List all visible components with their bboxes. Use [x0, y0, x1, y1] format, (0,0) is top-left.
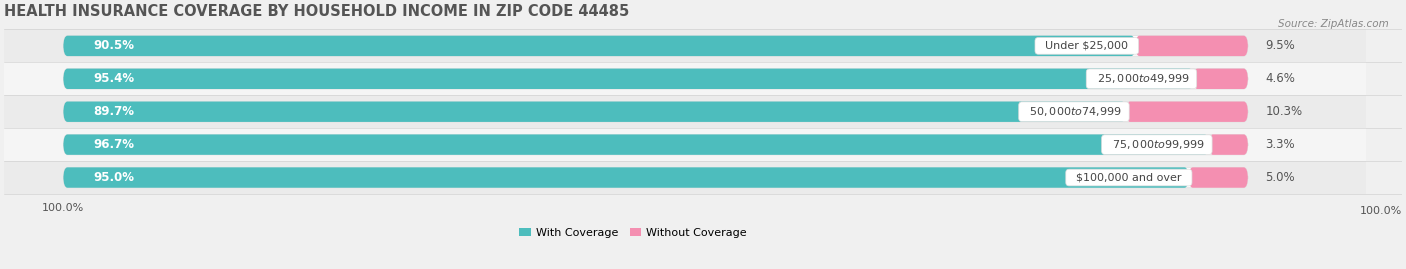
Text: 5.0%: 5.0% — [1265, 171, 1295, 184]
Text: 9.5%: 9.5% — [1265, 39, 1295, 52]
Bar — [4, 29, 1367, 62]
FancyBboxPatch shape — [63, 101, 1126, 122]
FancyBboxPatch shape — [1188, 167, 1249, 188]
Legend: With Coverage, Without Coverage: With Coverage, Without Coverage — [515, 223, 751, 242]
Bar — [4, 62, 1367, 95]
Text: $100,000 and over: $100,000 and over — [1069, 172, 1188, 183]
FancyBboxPatch shape — [1194, 69, 1249, 89]
Text: $25,000 to $49,999: $25,000 to $49,999 — [1090, 72, 1194, 85]
Text: 90.5%: 90.5% — [93, 39, 134, 52]
Text: $50,000 to $74,999: $50,000 to $74,999 — [1022, 105, 1126, 118]
FancyBboxPatch shape — [63, 134, 1249, 155]
FancyBboxPatch shape — [63, 69, 1249, 89]
FancyBboxPatch shape — [63, 134, 1209, 155]
FancyBboxPatch shape — [1209, 134, 1249, 155]
Text: $75,000 to $99,999: $75,000 to $99,999 — [1105, 138, 1209, 151]
FancyBboxPatch shape — [63, 167, 1188, 188]
Text: 89.7%: 89.7% — [93, 105, 134, 118]
Bar — [4, 128, 1367, 161]
FancyBboxPatch shape — [1126, 101, 1249, 122]
FancyBboxPatch shape — [63, 36, 1135, 56]
Text: 10.3%: 10.3% — [1265, 105, 1303, 118]
Text: 95.4%: 95.4% — [93, 72, 134, 85]
Text: Source: ZipAtlas.com: Source: ZipAtlas.com — [1278, 19, 1389, 29]
FancyBboxPatch shape — [1135, 36, 1249, 56]
Bar — [4, 95, 1367, 128]
Text: 100.0%: 100.0% — [1360, 206, 1402, 215]
FancyBboxPatch shape — [63, 69, 1194, 89]
FancyBboxPatch shape — [63, 101, 1249, 122]
Text: 4.6%: 4.6% — [1265, 72, 1295, 85]
FancyBboxPatch shape — [63, 167, 1249, 188]
Text: 96.7%: 96.7% — [93, 138, 134, 151]
Text: Under $25,000: Under $25,000 — [1038, 41, 1135, 51]
Text: HEALTH INSURANCE COVERAGE BY HOUSEHOLD INCOME IN ZIP CODE 44485: HEALTH INSURANCE COVERAGE BY HOUSEHOLD I… — [4, 4, 630, 19]
FancyBboxPatch shape — [63, 36, 1249, 56]
Text: 95.0%: 95.0% — [93, 171, 134, 184]
Text: 3.3%: 3.3% — [1265, 138, 1295, 151]
Bar — [4, 161, 1367, 194]
